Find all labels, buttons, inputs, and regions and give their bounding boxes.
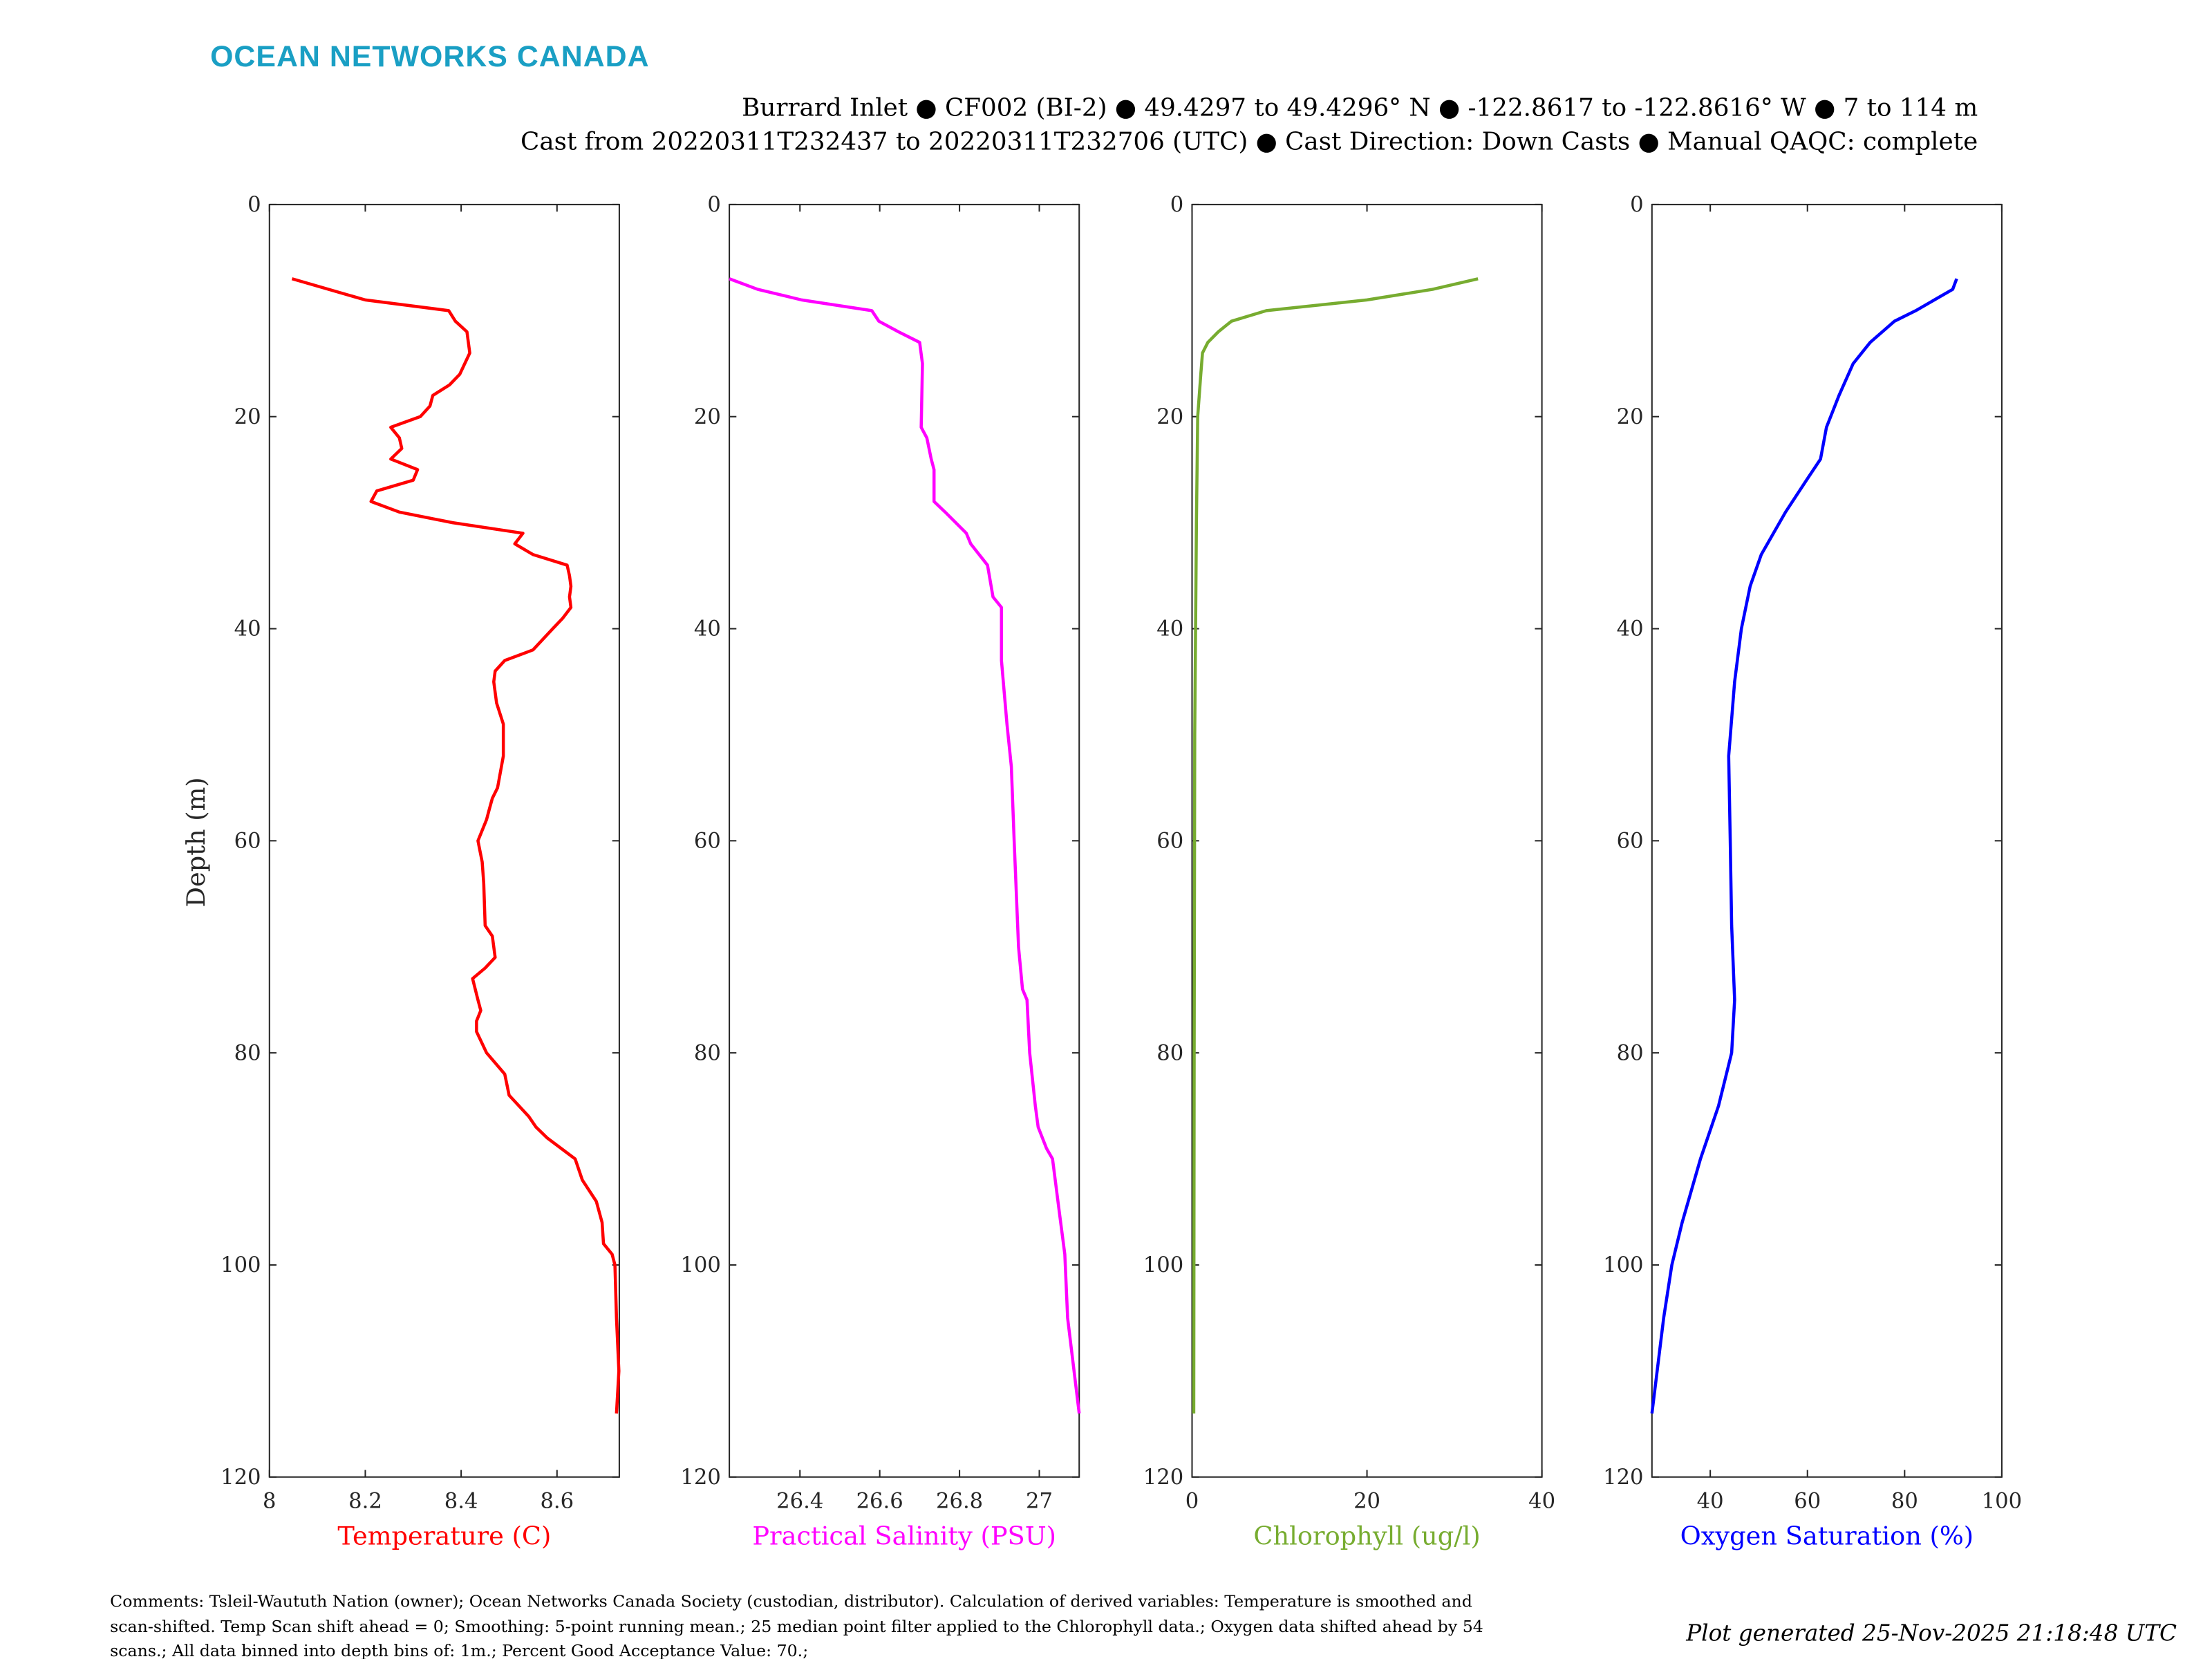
temperature-axis-label: Temperature (C): [337, 1521, 551, 1551]
practical-ytick-label: 120: [680, 1465, 720, 1490]
plot-generated-timestamp: Plot generated 25-Nov-2025 21:18:48 UTC: [1685, 1620, 2177, 1646]
temperature-axes-box: [268, 203, 620, 1478]
temperature-xtick-label: 8.6: [540, 1490, 574, 1514]
temperature-ytick-label: 80: [234, 1041, 261, 1065]
practical-ytick-label: 40: [694, 617, 721, 641]
chlorophyll-ytick-label: 40: [1156, 617, 1183, 641]
chlorophyll-xtick-label: 0: [1185, 1490, 1199, 1514]
practical-xtick-label: 27: [1026, 1490, 1053, 1514]
oxygen-ytick-label: 100: [1603, 1253, 1643, 1277]
oxygen-ytick-label: 40: [1617, 617, 1644, 641]
oxygen-axis-label: Oxygen Saturation (%): [1680, 1521, 1974, 1551]
title-line-2: Cast from 20220311T232437 to 20220311T23…: [521, 127, 1978, 156]
temperature-ytick-label: 0: [247, 193, 261, 217]
oxygen-xtick-label: 80: [1891, 1490, 1918, 1514]
oxygen-ytick-label: 120: [1603, 1465, 1643, 1490]
chlorophyll-axis-label: Chlorophyll (ug/l): [1253, 1521, 1480, 1551]
practical-axis-label: Practical Salinity (PSU): [752, 1521, 1056, 1551]
chlorophyll-ytick-label: 80: [1156, 1041, 1183, 1065]
chlorophyll-ytick-label: 0: [1170, 193, 1183, 217]
chlorophyll-ytick-label: 20: [1156, 405, 1183, 429]
depth-axis-label: Depth (m): [181, 777, 211, 907]
chlorophyll-xtick-label: 40: [1528, 1490, 1555, 1514]
temperature-ytick-label: 60: [234, 830, 261, 854]
oxygen-axes-box: [1651, 203, 2003, 1478]
oxygen-profile-line: [1650, 278, 1958, 1414]
temperature-ytick-label: 100: [221, 1253, 261, 1277]
title-line-1: Burrard Inlet ● CF002 (BI-2) ● 49.4297 t…: [742, 93, 1978, 122]
oxygen-xtick-label: 60: [1794, 1490, 1821, 1514]
onc-logo: OCEAN NETWORKS CANADA: [210, 40, 650, 73]
temperature-xtick-label: 8.4: [444, 1490, 478, 1514]
oxygen-ytick-label: 60: [1617, 830, 1644, 854]
comment-line-1: Comments: Tsleil-Waututh Nation (owner);…: [110, 1591, 1472, 1611]
chlorophyll-axes-box: [1191, 203, 1543, 1478]
chlorophyll-profile-line: [1192, 277, 1479, 1414]
temperature-ytick-label: 20: [234, 405, 261, 429]
temperature-ytick-label: 120: [221, 1465, 261, 1490]
oxygen-xtick-label: 100: [1982, 1490, 2022, 1514]
oxygen-xtick-label: 40: [1697, 1490, 1724, 1514]
practical-axes-box: [729, 203, 1080, 1478]
temperature-xtick-label: 8: [263, 1490, 276, 1514]
practical-xtick-label: 26.6: [856, 1490, 903, 1514]
practical-ytick-label: 60: [694, 830, 721, 854]
practical-ytick-label: 0: [707, 193, 720, 217]
temperature-profile-line: [291, 277, 621, 1414]
oxygen-ytick-label: 0: [1630, 193, 1643, 217]
practical-xtick-label: 26.4: [776, 1490, 823, 1514]
practical-ytick-label: 100: [680, 1253, 720, 1277]
practical-profile-line: [729, 277, 1081, 1414]
chlorophyll-ytick-label: 60: [1156, 830, 1183, 854]
oxygen-ytick-label: 80: [1617, 1041, 1644, 1065]
chlorophyll-xtick-label: 20: [1353, 1490, 1380, 1514]
chlorophyll-ytick-label: 120: [1143, 1465, 1183, 1490]
chlorophyll-ytick-label: 100: [1143, 1253, 1183, 1277]
oxygen-ytick-label: 20: [1617, 405, 1644, 429]
comment-line-2: scan-shifted. Temp Scan shift ahead = 0;…: [110, 1617, 1483, 1636]
comment-line-3: scans.; All data binned into depth bins …: [110, 1641, 808, 1659]
practical-xtick-label: 26.8: [936, 1490, 983, 1514]
temperature-xtick-label: 8.2: [348, 1490, 382, 1514]
temperature-ytick-label: 40: [234, 617, 261, 641]
practical-ytick-label: 80: [694, 1041, 721, 1065]
practical-ytick-label: 20: [694, 405, 721, 429]
